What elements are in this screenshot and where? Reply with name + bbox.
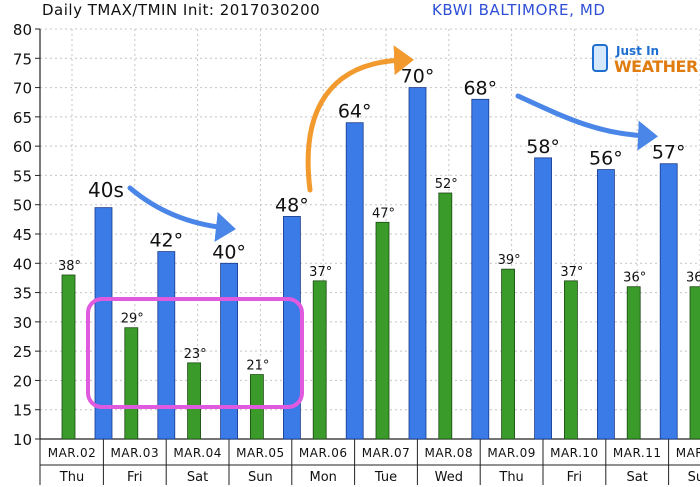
y-tick-label: 70: [13, 80, 32, 98]
y-tick-label: 75: [13, 50, 32, 68]
tmax-bar: [597, 169, 615, 440]
just-in-weather-logo: Just In WEATHER: [590, 44, 698, 78]
x-tick-label: MAR.07: [362, 446, 411, 460]
weekday-label: Sat: [187, 470, 208, 485]
tmax-label: 42°: [149, 230, 183, 252]
y-axis: 10 15 20 25 30 35 40 45 50 55 60 65 70 75 80: [13, 21, 41, 449]
tmax-label: 68°: [463, 77, 497, 99]
tmax-bar: [534, 157, 552, 440]
tmax-bar: [157, 251, 176, 440]
weekday-label: Fri: [127, 470, 143, 485]
y-tick-label: 15: [13, 402, 32, 420]
x-tick-label: MAR.10: [550, 446, 599, 460]
y-tick-label: 20: [13, 372, 32, 390]
weekday-label: Thu: [59, 470, 84, 485]
phone-icon: [592, 44, 608, 72]
tmin-bar: [689, 286, 700, 440]
x-tick-label: MAR.06: [299, 446, 348, 460]
trend-arrow-blue-2: [515, 93, 658, 151]
tmax-label: 58°: [526, 136, 560, 158]
x-tick-label: MAR.08: [425, 446, 474, 460]
y-tick-label: 80: [13, 21, 32, 39]
logo-line2: WEATHER: [614, 57, 698, 76]
tmax-bar: [345, 122, 364, 440]
tmin-bar: [312, 280, 327, 440]
tmin-bar: [626, 286, 641, 440]
highlight-box: [86, 297, 304, 409]
tmin-label: 36°: [623, 271, 646, 286]
x-tick-label: MAR.05: [236, 446, 285, 460]
x-tick-label: MAR.02: [48, 446, 97, 460]
chart-grid: [40, 28, 700, 440]
bars: [61, 87, 700, 440]
x-tick-label: MAR.11: [613, 446, 662, 460]
tmin-label: 21°: [246, 359, 269, 374]
weekday-label: Sun: [248, 470, 273, 485]
tmin-bar: [187, 362, 202, 440]
tmin-label: 29°: [121, 312, 144, 327]
tmin-label: 39°: [498, 253, 521, 268]
tmin-bar: [61, 274, 76, 440]
tmax-bar: [220, 262, 239, 440]
x-tick-label: MAR.04: [173, 446, 222, 460]
x-tick-label: MAR.12: [676, 446, 700, 460]
tmax-bar: [659, 163, 678, 440]
tmin-bar: [124, 327, 139, 440]
weekday-label: Mon: [309, 470, 336, 485]
annotations: 40s: [86, 45, 658, 409]
tmax-bar: [94, 207, 113, 440]
y-tick-label: 65: [13, 109, 32, 127]
tmax-bar: [408, 87, 427, 440]
weekday-label: Sat: [627, 470, 648, 485]
station-name: KBWI BALTIMORE, MD: [432, 1, 606, 19]
y-tick-label: 25: [13, 343, 32, 361]
y-tick-label: 35: [13, 285, 32, 303]
y-tick-label: 55: [13, 167, 32, 185]
tmin-bar: [438, 192, 453, 440]
tmin-label: 23°: [184, 347, 207, 362]
tmax-bar: [471, 98, 490, 440]
tmin-label: 37°: [560, 265, 583, 280]
tmax-label: 70°: [401, 66, 435, 88]
logo-line1: Just In: [616, 44, 660, 58]
tmin-label: 52°: [435, 177, 458, 192]
tmin-bar: [501, 268, 516, 440]
tmin-label: 47°: [372, 206, 395, 221]
tmin-bar: [375, 221, 390, 440]
tmin-label: 37°: [309, 265, 332, 280]
weekday-label: Sun: [688, 470, 700, 485]
weekday-label: Thu: [498, 470, 523, 485]
weekday-label: Tue: [374, 470, 397, 485]
y-tick-label: 50: [13, 197, 32, 215]
trend-arrow-orange: [305, 45, 414, 193]
trend-arrow-blue-1: [127, 185, 236, 242]
value-labels: 38° 29° 23° 21° 37° 47° 52° 39° 37° 36° 36° 42° 40° 4…: [58, 66, 700, 374]
chart-title: Daily TMAX/TMIN Init: 2017030200: [42, 1, 321, 19]
tmax-label: 64°: [338, 101, 372, 123]
x-tick-label: MAR.09: [487, 446, 536, 460]
tmin-bar: [564, 280, 578, 440]
y-tick-label: 40: [13, 255, 32, 273]
y-tick-label: 45: [13, 226, 32, 244]
x-axis: MAR.02 Thu MAR.03 Fri MAR.04 Sat MAR.05 Sun MAR.…: [39, 438, 700, 485]
tmin-label: 36°: [686, 271, 700, 286]
week-label: 40s: [88, 178, 124, 202]
tmax-label: 56°: [589, 148, 623, 170]
y-tick-label: 60: [13, 138, 32, 156]
tmax-label: 40°: [212, 241, 246, 263]
tmin-label: 38°: [58, 259, 81, 274]
weekday-label: Fri: [567, 470, 583, 485]
tmax-label: 57°: [652, 142, 686, 164]
y-tick-label: 30: [13, 314, 32, 332]
y-tick-label: 10: [13, 431, 32, 449]
weekday-label: Wed: [435, 470, 463, 485]
x-tick-label: MAR.03: [111, 446, 160, 460]
tmax-label: 48°: [275, 194, 309, 216]
